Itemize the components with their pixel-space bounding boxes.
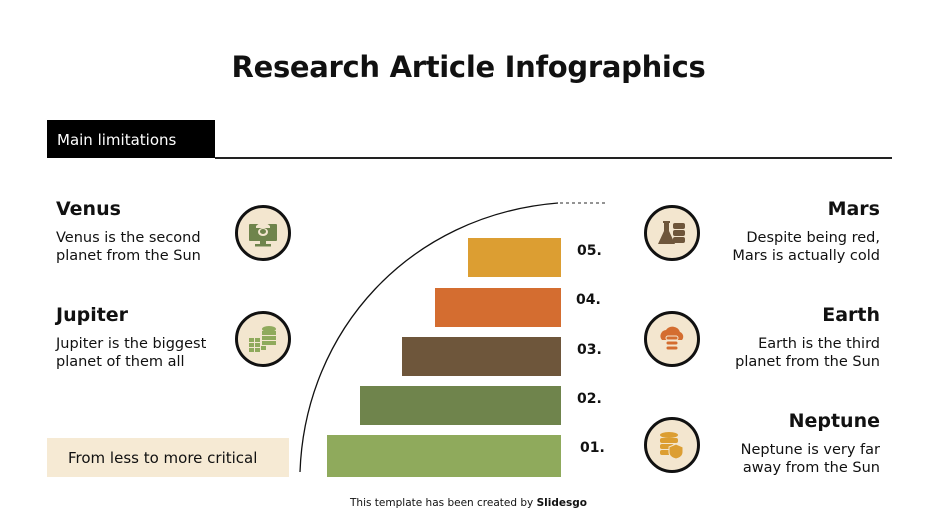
jupiter-heading: Jupiter — [56, 304, 129, 326]
page-title: Research Article Infographics — [231, 50, 706, 84]
jupiter-text: Jupiter is the biggest planet of them all — [56, 336, 207, 370]
venus-heading: Venus — [56, 198, 121, 220]
section-tab: Main limitations — [47, 120, 215, 158]
database-shield-icon — [644, 417, 700, 473]
level-bar-1 — [327, 435, 561, 477]
venus-text: Venus is the second planet from the Sun — [56, 230, 201, 264]
level-label-4: 04. — [576, 292, 601, 308]
neptune-text: Neptune is very far away from the Sun — [740, 442, 880, 476]
mars-heading: Mars — [827, 198, 880, 220]
flask-database-icon — [644, 205, 700, 261]
earth-text: Earth is the third planet from the Sun — [735, 336, 880, 370]
database-grid-icon — [235, 311, 291, 367]
level-label-3: 03. — [577, 342, 602, 358]
footer-credit: This template has been created by Slides… — [350, 497, 587, 509]
criticality-label: From less to more critical — [47, 438, 289, 477]
level-bar-5 — [468, 238, 561, 277]
level-bar-3 — [402, 337, 561, 376]
level-label-5: 05. — [577, 243, 602, 259]
level-bar-2 — [360, 386, 561, 425]
cloud-database-icon — [644, 311, 700, 367]
divider — [215, 157, 892, 159]
mars-text: Despite being red, Mars is actually cold — [732, 230, 880, 264]
level-label-2: 02. — [577, 391, 602, 407]
brand-link[interactable]: Slidesgo — [536, 497, 587, 509]
earth-heading: Earth — [822, 304, 880, 326]
neptune-heading: Neptune — [788, 410, 880, 432]
monitor-helmet-icon — [235, 205, 291, 261]
level-label-1: 01. — [580, 440, 605, 456]
level-bar-4 — [435, 288, 561, 327]
